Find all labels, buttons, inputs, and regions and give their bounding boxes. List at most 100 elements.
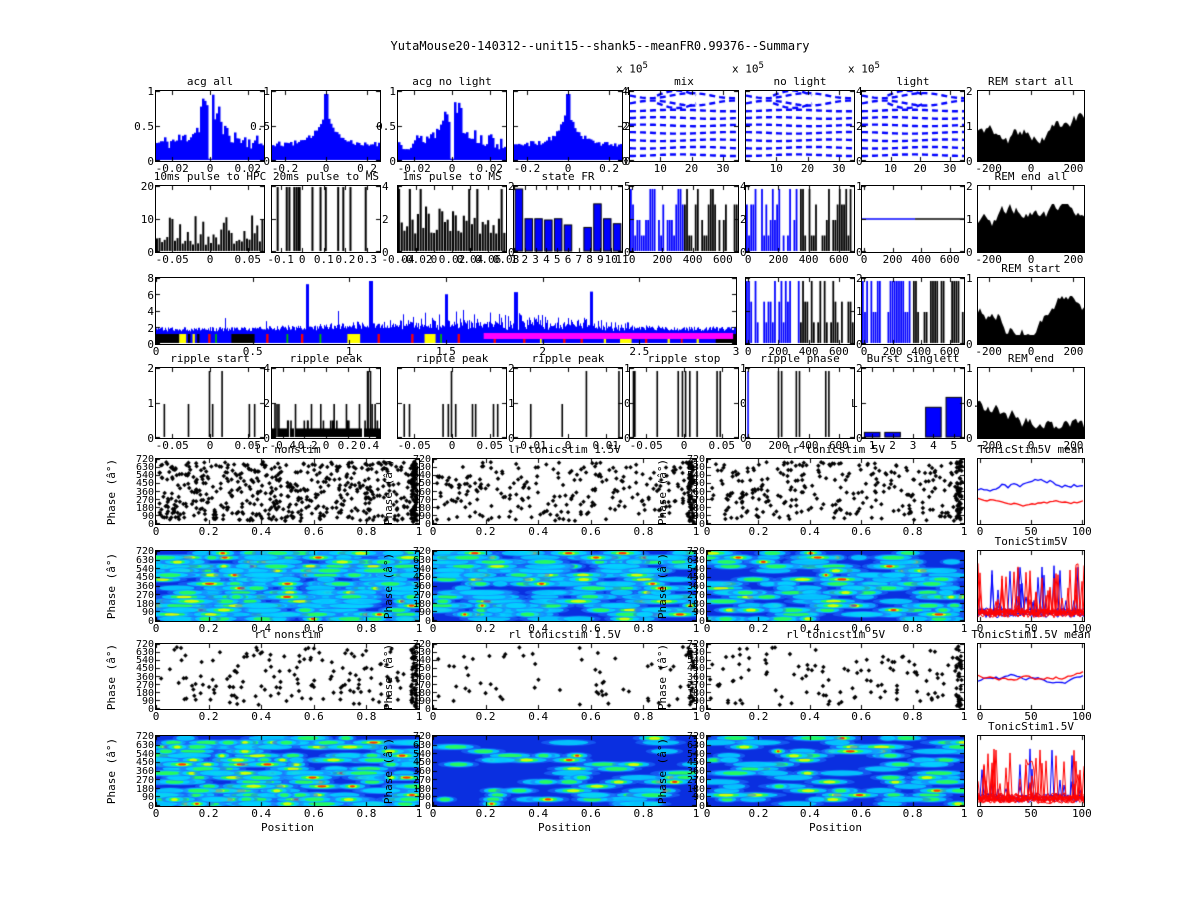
- phase-tick-label: 630: [135, 462, 154, 474]
- xtick-label: 600: [828, 253, 849, 266]
- panel-burst-singlett: Burst Singlett 1 2 3 4 5 1 0.5 0 L: [851, 352, 986, 452]
- phase-tick-label: 540: [412, 470, 431, 482]
- xtick-label: 1: [960, 807, 968, 820]
- xtick-label: 0.8: [356, 622, 377, 635]
- panel-title-rem-end: REM end: [1007, 352, 1055, 365]
- phase-tick-label: 540: [686, 470, 705, 482]
- pulse-10ms-hpc-canvas: [156, 186, 264, 252]
- xtick-label: 50: [1024, 622, 1038, 635]
- xtick-label: -0.4: [269, 439, 297, 452]
- tonicstim1-5v-mean-canvas: [978, 644, 1084, 709]
- phase-tick-label: 720: [686, 546, 705, 557]
- xtick-label: 200: [882, 345, 903, 358]
- xtick-label: 0.6: [851, 807, 872, 820]
- panel-tonicstim1-5v: TonicStim1.5V 0 50 100: [977, 720, 1092, 820]
- heat-lr-tonicstim-1-5v-canvas: [433, 551, 696, 621]
- panel-tonicstim1-5v-mean: TonicStim1.5V mean 0 50 100: [971, 628, 1091, 723]
- xtick-label: 0.01: [592, 439, 620, 452]
- xtick-label: 200: [1063, 162, 1084, 175]
- xtick-label: 0: [564, 162, 572, 175]
- xtick-label: 20: [684, 162, 699, 175]
- acg-all-wide-canvas: [272, 91, 380, 161]
- phase-tick-label: 180: [135, 783, 154, 795]
- phase-tick-label: 360: [686, 486, 705, 498]
- xtick-label: 0: [429, 622, 437, 635]
- ytick-label: 0: [624, 155, 631, 168]
- xtick-label: 0: [206, 439, 214, 452]
- xtick-label: 0.02: [438, 253, 466, 266]
- panel-title-rem-end-all: REM end all: [994, 170, 1068, 183]
- xtick-label: 0.4: [799, 710, 820, 723]
- xtick-label: 0.02: [234, 162, 262, 175]
- panel-hist-mix-b: 0 200 400 600 1 0: [745, 180, 863, 266]
- xtick-label: 0.8: [902, 710, 923, 723]
- xtick-label: -200: [975, 253, 1002, 266]
- xtick-label: 0.8: [356, 710, 377, 723]
- xtick-label: 0.4: [799, 525, 820, 538]
- phase-tick-label: 540: [686, 748, 705, 760]
- x-axis-label: Position: [538, 821, 591, 834]
- xtick-label: 0.6: [851, 622, 872, 635]
- ytick-label: 2: [856, 362, 863, 375]
- phase-tick-label: 0: [147, 704, 154, 715]
- panel-heat-rl-nonstim: 0 0.2 0.4 0.6 0.8 1 Phase (â°) 720 630 540 450 360 2…: [105, 732, 422, 835]
- xtick-label: 0.2: [357, 162, 377, 175]
- ytick-label: 2: [740, 213, 747, 226]
- panel-heat-rl-tonicstim-1-5v: 0 0.2 0.4 0.6 0.8 1 Phase (â°) 720 630 540 450 360 2…: [382, 732, 699, 835]
- phase-tick-label: 90: [141, 792, 154, 804]
- phase-axis-label: Phase (â°): [656, 737, 669, 805]
- phase-tick-label: 450: [135, 478, 154, 490]
- phase-tick-label: 540: [135, 563, 154, 575]
- ytick-label: 2: [856, 272, 863, 285]
- phase-tick-label: 0: [424, 704, 431, 715]
- phase-tick-label: 720: [412, 731, 431, 742]
- phase-tick-label: 90: [692, 510, 705, 522]
- phase-tick-label: 180: [412, 598, 431, 610]
- xtick-label: 600: [828, 439, 849, 452]
- panel-ripple-phase: ripple phase 0 200 400 600 2 0: [745, 352, 863, 452]
- xtick-label: 0.8: [633, 525, 654, 538]
- phase-tick-label: 450: [135, 572, 154, 584]
- raster-rl-tonicstim-1-5v-canvas: [433, 644, 696, 709]
- xtick-label: 0.2: [475, 525, 496, 538]
- phase-tick-label: 450: [686, 572, 705, 584]
- xtick-label: 0: [744, 253, 752, 266]
- xtick-label: 0.8: [633, 622, 654, 635]
- xtick-label: 0: [976, 525, 984, 538]
- phase-tick-label: 450: [412, 572, 431, 584]
- ytick-label: 1: [966, 272, 973, 285]
- phase-tick-label: 630: [412, 647, 431, 659]
- xtick-label: 0: [744, 345, 752, 358]
- xtick-label: 1: [415, 622, 423, 635]
- x-axis-label: Position: [809, 821, 862, 834]
- exp-sup: 5: [758, 61, 764, 71]
- phase-tick-label: 180: [412, 783, 431, 795]
- panel-acg-all: acg all -0.02 0 0.02 1 0.5 0: [134, 75, 265, 175]
- ytick-label: 1: [263, 85, 270, 98]
- phase-tick-label: 90: [418, 792, 431, 804]
- panel-ripple-start: ripple start -0.05 0 0.05 2 1 0: [147, 352, 265, 452]
- ytick-label: 0: [966, 338, 973, 351]
- xtick-label: 400: [798, 253, 819, 266]
- xtick-label: -0.2: [513, 162, 541, 175]
- heat-rl-tonicstim-1-5v-canvas: [433, 736, 696, 806]
- ytick-label: 0: [508, 432, 515, 445]
- exp-sup: 5: [874, 61, 880, 71]
- raster-rl-nonstim-canvas: [156, 644, 419, 709]
- xtick-label: 0: [206, 253, 214, 266]
- exp-base: x 10: [616, 62, 643, 76]
- xtick-label: 200: [1063, 253, 1084, 266]
- ytick-label: 0: [966, 246, 973, 259]
- panel-pulse-10ms-hpc: 10ms pulse to HPC -0.05 0 0.05 20 10 0: [141, 170, 267, 266]
- xtick-label: 1: [960, 525, 968, 538]
- figure-title: YutaMouse20-140312--unit15--shank5--mean…: [390, 39, 810, 53]
- phase-tick-label: 630: [412, 554, 431, 566]
- exp-sup: 5: [642, 61, 648, 71]
- xtick-label: 10: [653, 162, 667, 175]
- panel-title-rem-start-all: REM start all: [987, 75, 1075, 88]
- ytick-label: 0: [966, 432, 973, 445]
- phase-tick-label: 360: [412, 671, 431, 683]
- xtick-label: 400: [911, 253, 932, 266]
- xtick-label: 0.05: [234, 253, 262, 266]
- panel-title-ripple-start: ripple start: [170, 352, 250, 365]
